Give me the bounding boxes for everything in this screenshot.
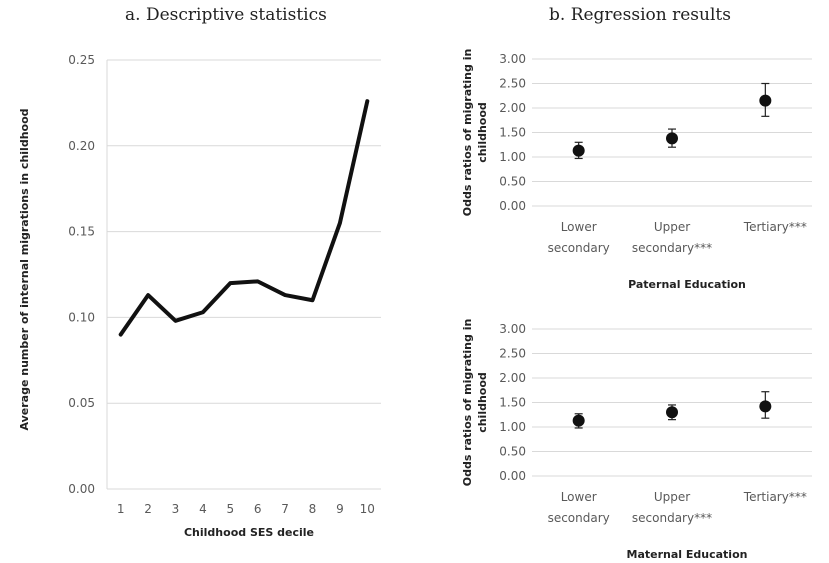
a-x-tick-label: 9 xyxy=(336,502,344,516)
b1-category-label-line1: Upper xyxy=(654,220,690,234)
b2-category-label: Tertiary*** xyxy=(743,490,807,504)
b1-y-axis-title-line1: Odds ratios of migrating in xyxy=(461,49,474,217)
a-y-tick-label: 0.00 xyxy=(68,482,95,496)
b1-category-label-line2: secondary*** xyxy=(632,241,712,255)
b2-y-tick-label: 0.00 xyxy=(499,469,526,483)
panel-a-title: a. Descriptive statistics xyxy=(125,5,327,25)
b1-y-tick-label: 0.50 xyxy=(499,175,526,189)
b2-y-tick-label: 0.50 xyxy=(499,445,526,459)
b1-data-point xyxy=(572,144,585,157)
b2-y-tick-label: 3.00 xyxy=(499,322,526,336)
a-x-tick-label: 2 xyxy=(144,502,152,516)
b2-y-tick-label: 1.50 xyxy=(499,396,526,410)
a-y-tick-label: 0.05 xyxy=(68,396,95,410)
b2-category-label-line1: Upper xyxy=(654,490,690,504)
b1-y-tick-label: 2.00 xyxy=(499,101,526,115)
a-x-tick-label: 8 xyxy=(309,502,317,516)
b1-y-tick-label: 1.50 xyxy=(499,126,526,140)
a-x-tick-label: 5 xyxy=(226,502,234,516)
a-x-tick-label: 3 xyxy=(172,502,180,516)
b2-y-tick-label: 1.00 xyxy=(499,420,526,434)
b1-category-label-line1: Lower xyxy=(561,220,597,234)
b2-data-point xyxy=(759,400,772,413)
a-y-tick-label: 0.25 xyxy=(68,53,95,67)
b2-category-label-line2: secondary*** xyxy=(632,511,712,525)
a-y-tick-label: 0.10 xyxy=(68,310,95,324)
b1-category-label-line2: secondary xyxy=(548,241,610,255)
b1-y-tick-label: 0.00 xyxy=(499,199,526,213)
b1-data-point xyxy=(759,94,772,107)
b2-category-label-line2: secondary xyxy=(548,511,610,525)
b2-x-axis-title: Maternal Education xyxy=(627,548,748,561)
a-x-tick-label: 4 xyxy=(199,502,207,516)
a-series-line xyxy=(118,99,370,337)
b1-x-axis-title: Paternal Education xyxy=(628,278,746,291)
b2-y-tick-label: 2.00 xyxy=(499,371,526,385)
b2-data-point xyxy=(666,406,678,419)
a-y-tick-label: 0.15 xyxy=(68,225,95,239)
a-y-axis-title: Average number of internal migrations in… xyxy=(18,108,31,430)
b1-data-point xyxy=(666,132,678,145)
b2-data-point xyxy=(572,414,585,427)
b2-y-axis-title-line1: Odds ratios of migrating in xyxy=(461,319,474,487)
b1-y-tick-label: 1.00 xyxy=(499,150,526,164)
b1-category-label: Tertiary*** xyxy=(743,220,807,234)
a-x-tick-label: 6 xyxy=(254,502,262,516)
a-y-tick-label: 0.20 xyxy=(68,139,95,153)
b2-y-tick-label: 2.50 xyxy=(499,347,526,361)
b2-y-axis-title-line2: childhood xyxy=(476,372,489,433)
panel-b-title: b. Regression results xyxy=(549,5,731,25)
b1-y-tick-label: 2.50 xyxy=(499,77,526,91)
a-x-tick-label: 7 xyxy=(281,502,289,516)
b1-y-tick-label: 3.00 xyxy=(499,52,526,66)
a-x-tick-label: 10 xyxy=(360,502,375,516)
a-x-tick-label: 1 xyxy=(117,502,125,516)
a-x-axis-title: Childhood SES decile xyxy=(184,526,314,539)
b2-category-label-line1: Lower xyxy=(561,490,597,504)
b1-y-axis-title-line2: childhood xyxy=(476,102,489,163)
